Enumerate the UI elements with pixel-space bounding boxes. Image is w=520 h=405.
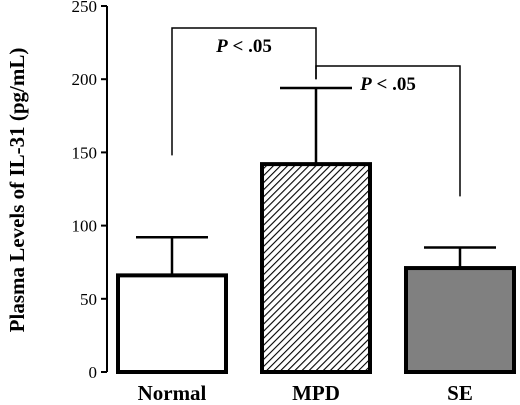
significance-bracket [171,27,317,156]
y-axis-label: Plasma Levels of IL-31 (pg/mL) [5,48,29,333]
y-tick-label: 200 [72,70,98,89]
error-bars [136,86,496,276]
x-tick-label: MPD [292,381,340,405]
y-ticks: 0 50 100 150 200 250 [72,0,107,382]
y-tick-label: 0 [89,363,98,382]
bar-se [404,266,516,374]
y-tick-label: 150 [72,143,98,162]
y-tick-label: 50 [80,290,97,309]
bar-normal [116,273,228,375]
significance-bracket [315,65,461,197]
bars [116,162,516,375]
significance-label: P < .05 [215,36,272,57]
category-labels: Normal MPD SE [138,381,473,405]
y-tick-label: 250 [72,0,98,16]
bar-mpd [260,162,372,374]
x-tick-label: SE [447,381,473,405]
significance-label: P < .05 [359,74,416,95]
significance-brackets: P < .05 P < .05 [171,27,461,197]
x-tick-label: Normal [138,381,207,405]
y-tick-label: 100 [72,217,98,236]
